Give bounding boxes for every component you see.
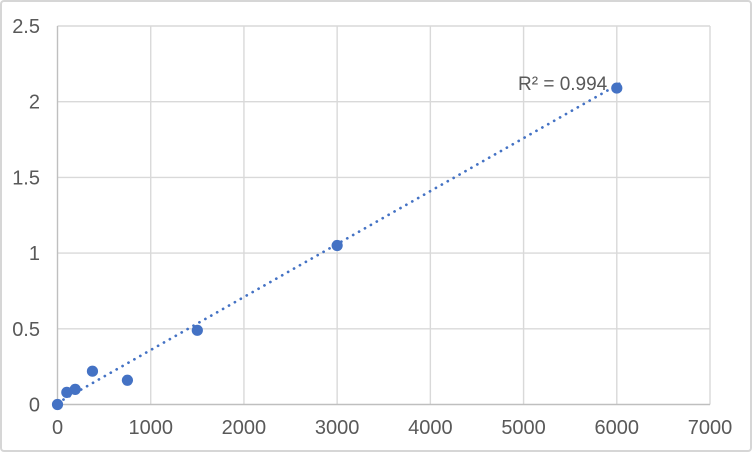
- x-tick-label: 4000: [408, 417, 453, 439]
- y-tick-label: 2.5: [12, 16, 40, 38]
- x-tick-label: 7000: [688, 417, 733, 439]
- data-point: [331, 239, 343, 252]
- x-tick-label: 5000: [501, 417, 546, 439]
- x-tick-label: 2000: [222, 417, 267, 439]
- x-tick-label: 6000: [595, 417, 640, 439]
- data-point: [69, 383, 81, 395]
- data-point: [191, 324, 203, 336]
- r-squared-label: R² = 0.994: [518, 74, 608, 95]
- data-point: [611, 82, 623, 94]
- y-tick-label: 1.5: [12, 167, 40, 189]
- x-tick-label: 1000: [128, 417, 173, 439]
- data-point: [121, 374, 134, 386]
- x-tick-label: 3000: [315, 417, 360, 439]
- data-point: [51, 398, 64, 411]
- y-tick-label: 0: [29, 395, 40, 417]
- y-tick-label: 2: [29, 92, 40, 114]
- y-tick-label: 1: [29, 243, 40, 265]
- y-tick-label: 0.5: [12, 319, 40, 341]
- trendline: [56, 80, 624, 405]
- x-tick-label: 0: [52, 417, 63, 439]
- data-point: [86, 365, 99, 377]
